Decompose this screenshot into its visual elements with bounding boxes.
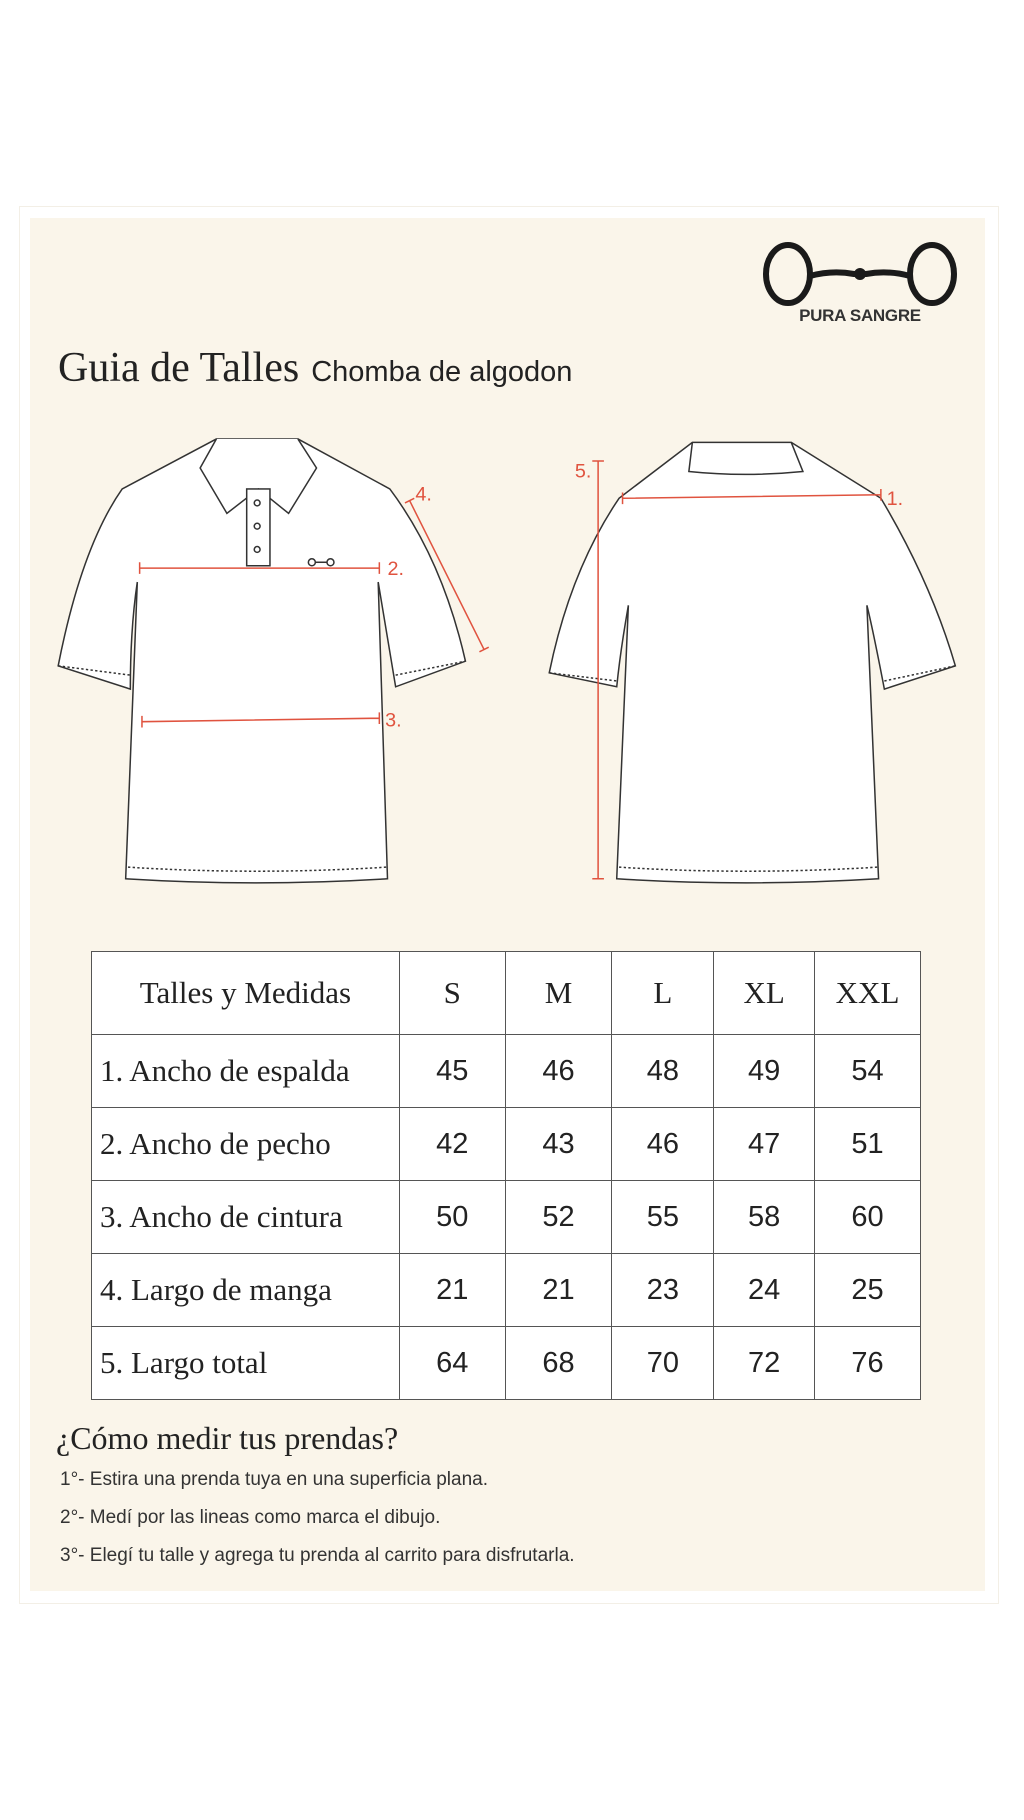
cell: 58 — [713, 1180, 816, 1254]
instructions-heading: ¿Cómo medir tus prendas? — [56, 1420, 399, 1456]
cell: 43 — [504, 1107, 613, 1181]
cell: 64 — [398, 1326, 506, 1400]
cell: 45 — [398, 1034, 506, 1108]
measurement-lines — [138, 460, 882, 880]
row-label: 2. Ancho de pecho — [91, 1107, 400, 1181]
subtitle: Chomba de algodon — [311, 356, 573, 388]
cell: 72 — [713, 1326, 816, 1400]
page-title: Guia de Talles Chomba de algodon — [58, 344, 572, 392]
cell: 49 — [713, 1034, 816, 1108]
horse-bit-logo — [763, 242, 957, 306]
cell: 46 — [611, 1107, 715, 1181]
cell: 76 — [814, 1326, 921, 1400]
row-label: 1. Ancho de espalda — [91, 1034, 400, 1108]
cell: 52 — [504, 1180, 613, 1254]
table-row: 2. Ancho de pecho 42 43 46 47 51 — [91, 1107, 921, 1181]
cell: 50 — [398, 1180, 506, 1254]
header-cell: Talles y Medidas — [91, 951, 400, 1035]
table-row: 4. Largo de manga 21 21 23 24 25 — [91, 1253, 921, 1327]
cell: 21 — [398, 1253, 506, 1327]
front-shirt-drawing — [57, 438, 467, 884]
back-label-shoulders: 1. — [887, 488, 903, 510]
header-cell: M — [504, 951, 613, 1035]
header-cell: XXL — [814, 951, 921, 1035]
instruction-step: 1°- Estira una prenda tuya en una superf… — [60, 1469, 488, 1490]
cell: 54 — [814, 1034, 921, 1108]
cell: 42 — [398, 1107, 506, 1181]
cell: 70 — [611, 1326, 715, 1400]
table-row: 3. Ancho de cintura 50 52 55 58 60 — [91, 1180, 921, 1254]
instruction-step: 2°- Medí por las lineas como marca el di… — [60, 1507, 441, 1528]
cell: 60 — [814, 1180, 921, 1254]
row-label: 5. Largo total — [91, 1326, 400, 1400]
cell: 68 — [504, 1326, 613, 1400]
table-row: 5. Largo total 64 68 70 72 76 — [91, 1326, 921, 1400]
title: Guia de Talles — [58, 345, 300, 391]
cell: 46 — [504, 1034, 613, 1108]
header-cell: XL — [713, 951, 816, 1035]
header-cell: L — [611, 951, 715, 1035]
cell: 23 — [611, 1253, 715, 1327]
back-label-length: 5. — [575, 460, 591, 482]
instruction-step: 3°- Elegí tu talle y agrega tu prenda al… — [60, 1545, 575, 1566]
front-label-sleeve: 4. — [415, 484, 431, 506]
cell: 48 — [611, 1034, 715, 1108]
row-label: 3. Ancho de cintura — [91, 1180, 400, 1254]
table-row: 1. Ancho de espalda 45 46 48 49 54 — [91, 1034, 921, 1108]
back-shirt-drawing — [548, 441, 957, 884]
front-label-waist: 3. — [385, 709, 401, 731]
size-table: Talles y Medidas S M L XL XXL 1. Ancho d… — [91, 951, 921, 1400]
cell: 51 — [814, 1107, 921, 1181]
cell: 47 — [713, 1107, 816, 1181]
front-label-chest: 2. — [387, 558, 403, 580]
brand-name: PURA SANGRE — [799, 306, 921, 325]
cell: 21 — [504, 1253, 613, 1327]
cell: 25 — [814, 1253, 921, 1327]
shirt-measurement-diagram: 2. 3. 4. 1. 5. — [57, 438, 957, 884]
row-label: 4. Largo de manga — [91, 1253, 400, 1327]
table-header-row: Talles y Medidas S M L XL XXL — [91, 951, 921, 1035]
cell: 55 — [611, 1180, 715, 1254]
header-cell: S — [398, 951, 506, 1035]
cell: 24 — [713, 1253, 816, 1327]
